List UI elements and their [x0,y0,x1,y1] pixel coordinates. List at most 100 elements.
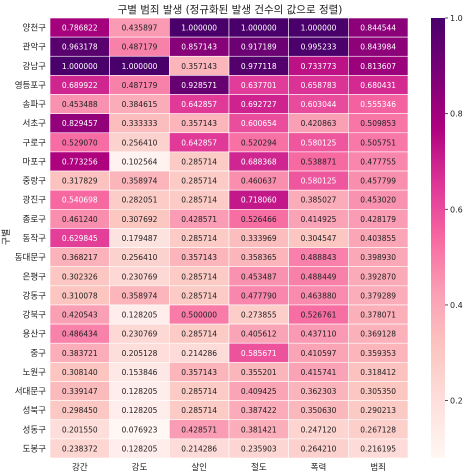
cell-value-label: 0.526466 [241,215,277,224]
column-tick-label: 강간 [72,462,88,473]
cell-value-label: 0.829457 [62,119,98,128]
cell-value-label: 0.256410 [122,138,158,147]
cell-value-label: 0.317829 [62,177,98,186]
cell-value-label: 0.718060 [241,196,277,205]
cell-value-label: 0.350630 [301,406,337,415]
cell-value-label: 0.585671 [241,349,277,358]
cell-value-label: 0.500000 [181,311,217,320]
cell-value-label: 0.128205 [122,311,158,320]
row-tick-label: 중구 [30,349,46,359]
column-tick-label: 살인 [191,462,207,473]
row-tick-label: 영등포구 [15,80,46,91]
row-tick-label: 양천구 [23,23,47,34]
cell-value-label: 0.487179 [122,43,158,52]
colorbar-gradient [431,18,445,458]
cell-value-label: 0.688368 [241,157,277,166]
colorbar-tick-label: 0.8 [450,110,463,119]
cell-value-label: 0.357143 [181,119,217,128]
row-tick-label: 구로구 [23,138,47,148]
cell-value-label: 0.692727 [241,100,277,109]
row-tick-label: 광진구 [23,195,47,206]
cell-value-label: 0.333333 [122,119,158,128]
cell-value-label: 0.357143 [181,253,217,262]
chart-title: 구별 범죄 발생 (정규화된 발생 건수의 값으로 정렬) [118,3,343,16]
cell-value-label: 0.603044 [301,100,337,109]
cell-value-label: 0.359353 [360,349,396,358]
cell-value-label: 0.357143 [181,368,217,377]
row-tick-label: 강남구 [23,61,47,72]
colorbar-tick-label: 1.0 [450,14,463,23]
cell-value-label: 0.201550 [62,425,98,434]
row-tick-label: 중랑구 [23,176,47,187]
cell-value-label: 0.358974 [122,177,158,186]
cell-value-label: 0.102564 [122,157,158,166]
cell-value-label: 0.153846 [122,368,158,377]
y-axis-label: 구별 [1,229,12,246]
cell-value-label: 0.977118 [241,62,277,71]
cell-value-label: 0.362303 [301,387,337,396]
cell-value-label: 0.928571 [181,81,217,90]
cell-value-label: 0.285714 [181,330,217,339]
cell-value-label: 0.963178 [62,43,98,52]
cell-value-label: 0.369128 [360,330,396,339]
cell-value-label: 0.629845 [62,234,98,243]
cell-value-label: 0.392870 [360,272,396,281]
row-tick-label: 종로구 [23,215,47,225]
column-tick-label: 절도 [251,463,267,473]
row-tick-label: 노원구 [23,368,47,378]
cell-value-label: 0.453020 [360,196,396,205]
row-tick-label: 강북구 [23,310,47,321]
row-tick-label: 강동구 [23,290,47,301]
cell-value-label: 0.302326 [62,272,98,281]
colorbar-tick-label: 0.6 [450,205,463,214]
cell-value-label: 0.238372 [62,444,98,453]
row-tick-label: 마포구 [23,157,47,167]
cell-value-label: 0.637701 [241,81,277,90]
cell-value-label: 0.486434 [62,330,98,339]
cell-value-label: 1.000000 [122,62,158,71]
cell-value-label: 0.453488 [62,100,98,109]
cell-value-label: 0.247120 [301,425,337,434]
cell-value-label: 0.285714 [181,406,217,415]
cell-value-label: 0.378071 [360,311,396,320]
cell-value-label: 0.307692 [122,215,158,224]
cell-value-label: 0.403855 [360,234,396,243]
cell-value-label: 0.453487 [241,272,277,281]
cell-value-label: 0.128205 [122,387,158,396]
cell-value-label: 0.310078 [62,291,98,300]
cell-value-label: 0.381421 [241,425,277,434]
column-tick-label: 범죄 [370,462,386,473]
cell-value-label: 0.477790 [241,291,277,300]
cell-value-label: 0.538871 [301,157,337,166]
cell-value-label: 0.318412 [360,368,396,377]
cell-value-label: 0.642857 [181,100,217,109]
cell-value-label: 0.773256 [62,157,98,166]
cell-value-label: 0.689922 [62,81,98,90]
cell-value-label: 0.600654 [241,119,277,128]
row-tick-label: 서대문구 [15,387,46,397]
colorbar-tick-label: 0.2 [450,397,463,406]
row-tick-label: 동작구 [23,233,47,244]
cell-value-label: 0.843984 [360,43,396,52]
cell-value-label: 0.555346 [360,100,396,109]
cell-value-label: 0.398930 [360,253,396,262]
colorbar-tick-label: 0.4 [450,301,463,310]
cell-value-label: 0.179487 [122,234,158,243]
cell-value-label: 0.285714 [181,234,217,243]
heatmap-cell [348,438,409,459]
cell-value-label: 0.128205 [122,444,158,453]
cell-value-label: 1.000000 [241,24,277,33]
cell-value-label: 0.230769 [122,330,158,339]
cell-value-label: 0.505751 [360,138,396,147]
row-tick-label: 송파구 [23,100,47,110]
cell-value-label: 0.733773 [301,62,337,71]
cell-value-label: 0.414925 [301,215,337,224]
cell-value-label: 0.282051 [122,196,158,205]
cell-value-label: 0.358365 [241,253,277,262]
cell-value-label: 0.384615 [122,100,158,109]
cell-value-label: 0.285714 [181,387,217,396]
cell-value-label: 0.358974 [122,291,158,300]
cell-value-label: 0.415741 [301,368,337,377]
cell-value-label: 0.379289 [360,291,396,300]
